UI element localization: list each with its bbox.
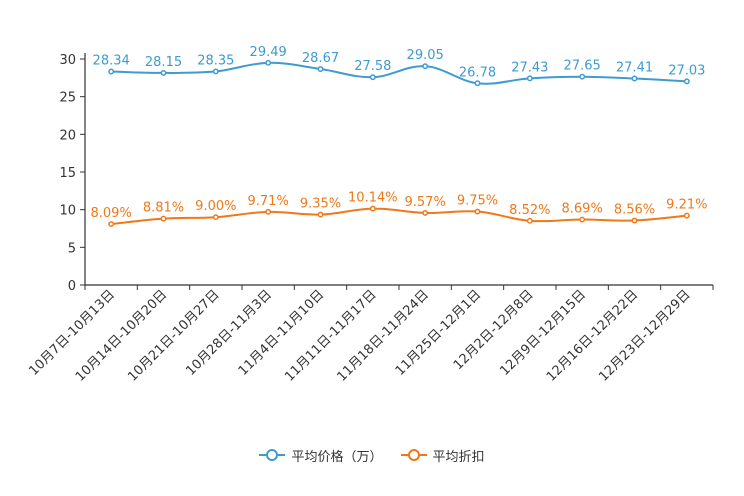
data-label-discount: 9.35% xyxy=(300,197,341,212)
data-label-price: 27.43 xyxy=(511,60,548,75)
legend-item-discount[interactable]: 平均折扣 xyxy=(400,446,485,465)
data-point-discount xyxy=(160,215,167,222)
y-tick-label: 0 xyxy=(68,279,76,294)
data-label-discount: 8.09% xyxy=(91,206,132,221)
data-label-price: 28.67 xyxy=(302,51,339,66)
series-line-price xyxy=(111,61,687,85)
data-point-price xyxy=(474,80,481,87)
data-point-price xyxy=(369,74,376,81)
data-point-price xyxy=(683,78,690,85)
data-point-price xyxy=(422,63,429,70)
chart-legend: 平均价格（万） 平均折扣 xyxy=(0,444,744,466)
data-point-discount xyxy=(631,217,638,224)
data-point-price xyxy=(212,68,219,75)
data-point-discount xyxy=(526,217,533,224)
x-tick-label: 11月18日-11月24日 xyxy=(335,287,432,384)
data-label-discount: 8.56% xyxy=(614,203,655,218)
y-tick-label: 25 xyxy=(59,91,76,106)
x-tick-label: 10月7日-10月13日 xyxy=(26,287,118,379)
data-point-discount xyxy=(422,209,429,216)
data-point-discount xyxy=(683,212,690,219)
series-line-discount xyxy=(111,207,687,226)
data-label-discount: 8.81% xyxy=(143,201,184,216)
data-label-discount: 9.57% xyxy=(405,195,446,210)
data-label-discount: 9.71% xyxy=(248,194,289,209)
data-label-discount: 8.69% xyxy=(562,202,603,217)
x-tick-label: 11月11日-11月17日 xyxy=(282,287,379,384)
data-point-price xyxy=(160,69,167,76)
data-label-price: 28.34 xyxy=(93,54,130,69)
data-label-price: 27.41 xyxy=(616,61,653,76)
x-tick-label: 12月16日-12月22日 xyxy=(544,287,641,384)
data-point-price xyxy=(526,75,533,82)
y-tick-label: 15 xyxy=(59,166,76,181)
data-point-price xyxy=(108,68,115,75)
x-tick-label: 12月23日-12月29日 xyxy=(596,287,693,384)
data-label-discount: 8.52% xyxy=(509,203,550,218)
data-label-price: 29.49 xyxy=(250,45,287,60)
y-tick-label: 10 xyxy=(59,204,76,219)
data-point-discount xyxy=(317,211,324,218)
x-tick-label: 10月14日-10月20日 xyxy=(73,287,170,384)
line-chart: 0 5 10 15 20 25 30 10月7日-10月13日10月14日-10月20日10月… xyxy=(26,45,714,385)
data-label-discount: 9.00% xyxy=(195,199,236,214)
legend-discount-label: 平均折扣 xyxy=(432,449,485,465)
legend-price-label: 平均价格（万） xyxy=(291,449,383,465)
data-label-price: 27.03 xyxy=(668,63,705,78)
data-label-discount: 10.14% xyxy=(348,191,398,206)
y-tick-label: 20 xyxy=(59,128,76,143)
data-label-discount: 9.21% xyxy=(666,198,707,213)
data-label-price: 29.05 xyxy=(407,48,444,63)
data-point-price xyxy=(265,59,272,66)
legend-item-price[interactable]: 平均价格（万） xyxy=(259,446,383,465)
data-point-discount xyxy=(369,205,376,212)
data-point-price xyxy=(579,73,586,80)
data-point-price xyxy=(631,75,638,82)
legend-discount-marker xyxy=(400,449,427,461)
data-point-discount xyxy=(265,208,272,215)
x-tick-label: 10月21日-10月27日 xyxy=(125,287,222,384)
y-tick-label: 5 xyxy=(68,241,76,256)
data-point-discount xyxy=(579,216,586,223)
legend-price-marker xyxy=(259,449,286,461)
data-point-discount xyxy=(108,221,115,228)
data-label-price: 26.78 xyxy=(459,65,496,80)
data-point-discount xyxy=(212,214,219,221)
data-label-discount: 9.75% xyxy=(457,194,498,209)
data-label-price: 27.58 xyxy=(354,59,391,74)
y-tick-label: 30 xyxy=(59,53,76,68)
data-label-price: 28.35 xyxy=(197,53,234,68)
data-label-price: 28.15 xyxy=(145,55,182,70)
data-point-discount xyxy=(474,208,481,215)
data-label-price: 27.65 xyxy=(564,59,601,74)
data-point-price xyxy=(317,66,324,72)
